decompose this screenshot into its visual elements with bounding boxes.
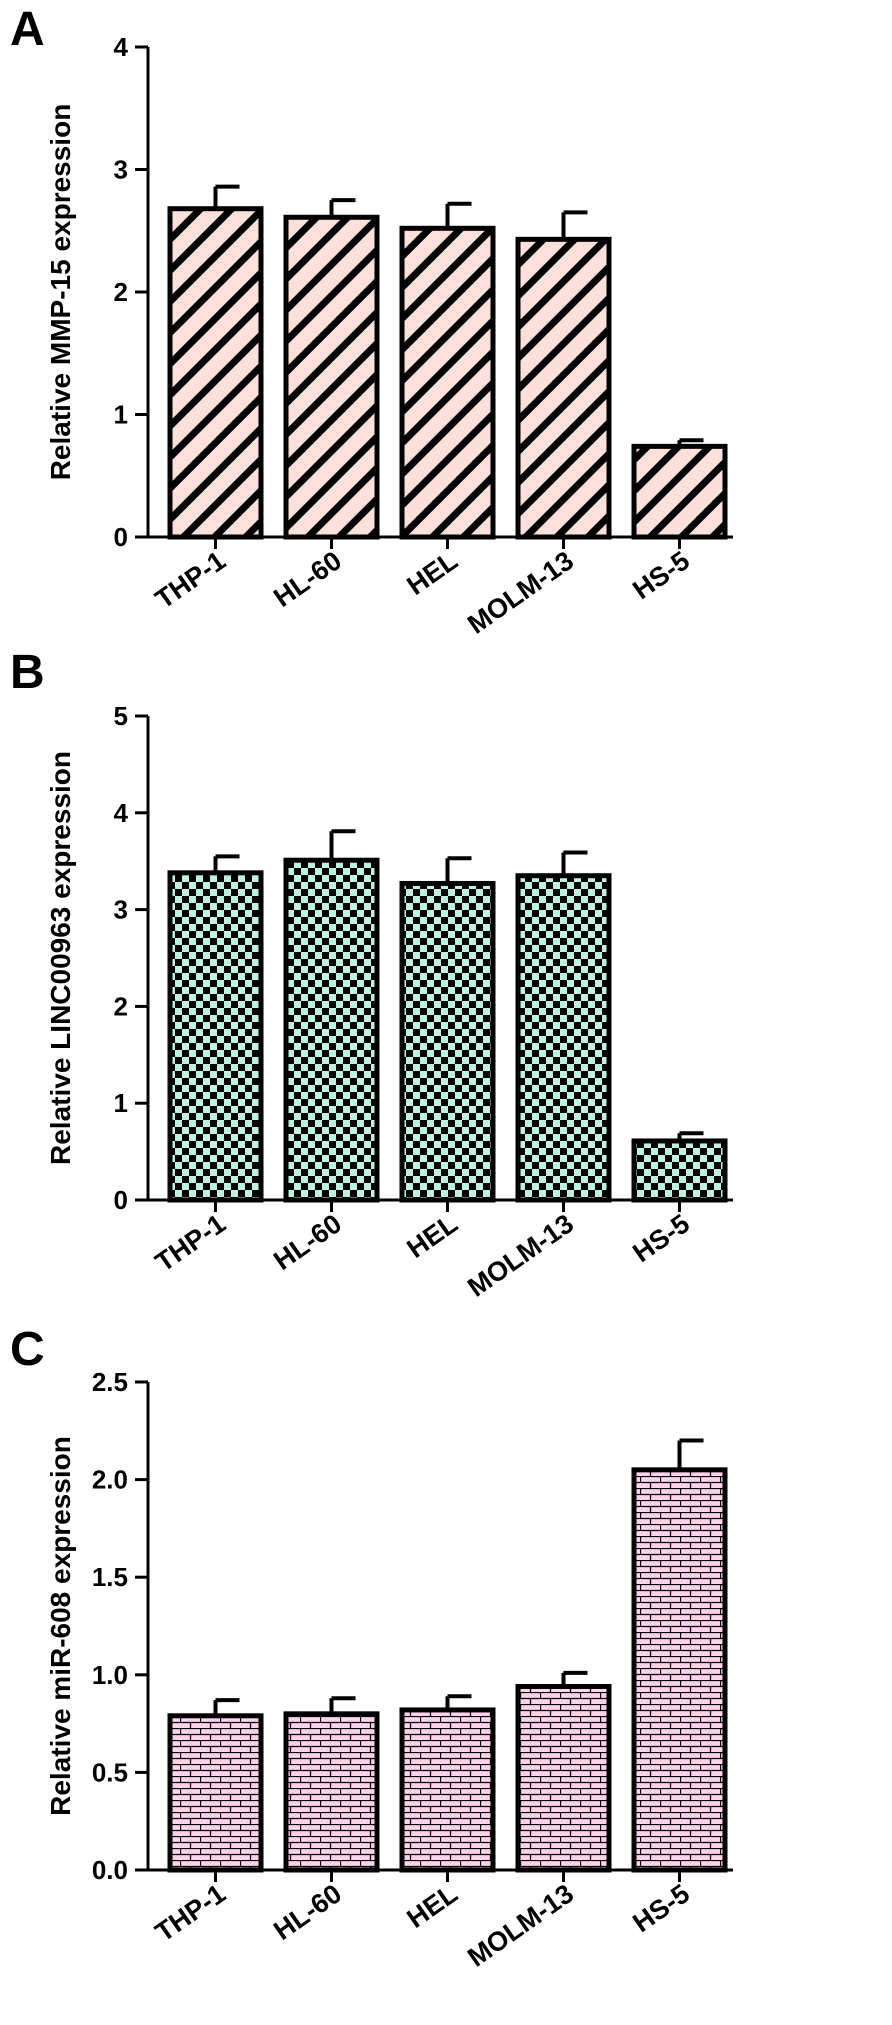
panel-label: B [10, 646, 45, 699]
y-tick-label: 4 [114, 798, 129, 828]
y-axis-label: Relative MMP-15 expression [45, 104, 76, 481]
x-tick-label: THP-1 [150, 545, 231, 614]
y-tick-label: 1 [114, 400, 128, 430]
x-tick-label: HEL [401, 1208, 462, 1264]
y-tick-label: 1.5 [92, 1562, 128, 1592]
y-axis-label: Relative LINC00963 expression [45, 751, 76, 1165]
x-tick-label: THP-1 [150, 1878, 231, 1947]
x-tick-label: HEL [401, 545, 462, 601]
bar-hel [399, 225, 496, 540]
x-tick-label: HS-5 [627, 545, 695, 605]
y-tick-label: 2.0 [92, 1465, 128, 1495]
x-tick-label: MOLM-13 [462, 545, 579, 639]
y-tick-label: 3 [114, 895, 128, 925]
bar-hs-5 [631, 1138, 728, 1203]
x-tick-label: HL-60 [268, 545, 347, 613]
y-tick-label: 3 [114, 155, 128, 185]
x-tick-label: MOLM-13 [462, 1878, 579, 1972]
panel-label: A [10, 3, 45, 56]
y-tick-label: 2 [114, 991, 128, 1021]
bar-hel [399, 880, 496, 1203]
y-tick-label: 5 [114, 701, 128, 731]
chart-area: 0.0 0.5 1.0 1.5 2.0 2.5 Relative miR-608 expre… [45, 1367, 733, 1973]
bar-hs-5 [631, 443, 728, 540]
x-tick-label: HS-5 [627, 1878, 695, 1938]
bar-molm-13 [515, 236, 612, 540]
x-tick-label: HL-60 [268, 1208, 347, 1276]
y-tick-label: 4 [114, 32, 129, 62]
panel-a: A 0 1 2 3 4 Relative MMP-15 expression THP-1 HL… [10, 3, 733, 640]
bar-hel [399, 1707, 496, 1873]
bar-molm-13 [515, 1684, 612, 1873]
x-tick-label: HL-60 [268, 1878, 347, 1946]
bar-hs-5 [631, 1467, 728, 1873]
bar-hl-60 [283, 1711, 380, 1873]
bar-thp-1 [167, 206, 264, 540]
bar-molm-13 [515, 873, 612, 1203]
x-tick-label: THP-1 [150, 1208, 231, 1277]
bar-hl-60 [283, 214, 380, 540]
panel-b: B 0 1 2 3 4 5 Relative LINC00963 expression THP… [10, 646, 733, 1303]
x-tick-label: HS-5 [627, 1208, 695, 1268]
chart-area: 0 1 2 3 4 Relative MMP-15 expression THP-1 HL-6… [45, 32, 733, 640]
y-tick-label: 2 [114, 277, 128, 307]
y-tick-label: 2.5 [92, 1367, 128, 1397]
x-tick-label: HEL [401, 1878, 462, 1934]
y-tick-label: 0 [114, 1185, 128, 1215]
chart-area: 0 1 2 3 4 5 Relative LINC00963 expression THP-1… [45, 701, 733, 1303]
y-tick-label: 1 [114, 1088, 128, 1118]
y-tick-label: 0.0 [92, 1855, 128, 1885]
bar-thp-1 [167, 1713, 264, 1873]
y-tick-label: 1.0 [92, 1660, 128, 1690]
bar-thp-1 [167, 870, 264, 1203]
x-tick-label: MOLM-13 [462, 1208, 579, 1302]
panel-label: C [10, 1323, 45, 1376]
y-tick-label: 0 [114, 522, 128, 552]
y-axis-label: Relative miR-608 expression [45, 1436, 76, 1816]
bar-hl-60 [283, 857, 380, 1203]
y-tick-label: 0.5 [92, 1757, 128, 1787]
panel-c: C 0.0 0.5 1.0 1.5 2.0 2.5 Relative miR-608 exp… [10, 1323, 733, 1973]
